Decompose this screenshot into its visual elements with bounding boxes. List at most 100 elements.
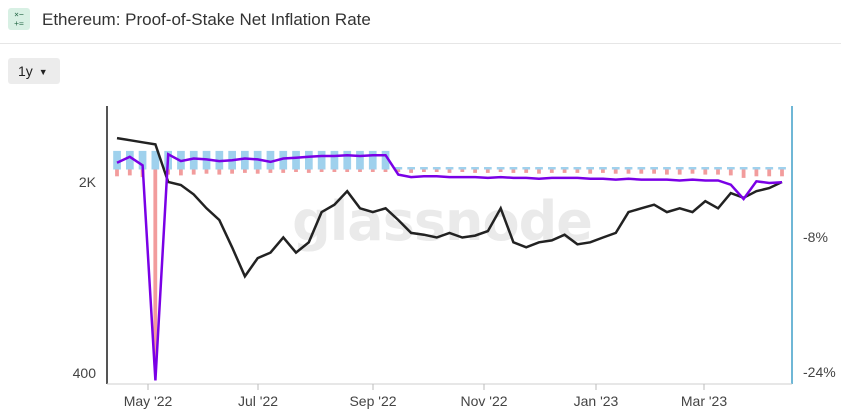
x-tick-label: Nov '22: [460, 393, 507, 409]
burned-bar: [396, 169, 401, 172]
burned-bars: [115, 169, 784, 365]
burned-bar: [319, 169, 324, 172]
burned-bar: [370, 169, 375, 172]
burned-bar: [230, 169, 234, 174]
burned-bar: [268, 169, 273, 173]
burned-bar: [767, 169, 772, 177]
burned-bar: [332, 169, 337, 172]
x-axis-ticks: May '22 Jul '22 Sep '22 Nov '22 Jan '23 Mar '…: [124, 384, 727, 409]
x-tick-label: May '22: [124, 393, 173, 409]
issued-bar: [356, 150, 364, 170]
burned-bar: [422, 169, 426, 172]
burned-bar: [639, 169, 644, 174]
issued-bar: [688, 167, 697, 170]
issued-bar: [586, 167, 594, 170]
x-tick-label: Jul '22: [238, 393, 278, 409]
burned-bar: [728, 169, 733, 176]
price-line: [116, 136, 783, 279]
burned-bar: [383, 169, 388, 172]
right-tick-24: -24%: [803, 364, 836, 380]
issued-bar: [189, 150, 198, 170]
issued-bar: [445, 167, 454, 170]
issued-bar: [637, 167, 646, 170]
burned-bar: [191, 169, 196, 175]
issued-bar: [778, 167, 786, 170]
burned-bar: [665, 169, 669, 175]
burned-bar: [690, 169, 695, 174]
left-tick-2k: 2K: [79, 174, 97, 190]
burned-bar: [498, 169, 503, 172]
burned-bar: [549, 169, 554, 173]
issued-bar: [663, 167, 671, 170]
issued-bar: [241, 150, 249, 170]
issued-bar: [317, 150, 326, 170]
burned-bar: [626, 169, 631, 174]
burned-bar: [179, 169, 183, 176]
watermark-text: glassnode: [292, 190, 592, 253]
issued-bar: [330, 150, 339, 170]
issued-bar: [727, 167, 735, 170]
burned-bar: [780, 169, 784, 177]
right-tick-8: -8%: [803, 229, 828, 245]
issued-bar: [701, 167, 710, 170]
issued-bar: [292, 150, 300, 170]
issued-bar: [458, 167, 467, 170]
burned-bar: [358, 169, 362, 172]
issued-bar: [765, 167, 774, 170]
issued-bar: [522, 167, 531, 170]
issued-bar: [535, 167, 543, 170]
burned-bar: [153, 169, 158, 365]
burned-bar: [716, 169, 720, 175]
burned-bar: [281, 169, 286, 173]
issued-bar: [714, 167, 722, 170]
burned-bar: [217, 169, 222, 175]
burned-bar: [460, 169, 465, 172]
issued-bar: [739, 167, 748, 170]
burned-bar: [652, 169, 656, 174]
issued-bar: [151, 150, 160, 170]
issued-bar: [113, 150, 121, 170]
inflation-line: [116, 152, 783, 381]
burned-bar: [473, 169, 477, 173]
burned-bar: [409, 169, 413, 173]
range-label: 1y: [18, 63, 33, 79]
burned-bar: [447, 169, 452, 173]
issued-bar: [509, 167, 518, 170]
burned-bar: [127, 169, 132, 176]
burned-bar: [537, 169, 541, 174]
issued-bar: [675, 167, 684, 170]
burned-bar: [204, 169, 209, 174]
issued-bar: [624, 167, 633, 170]
burned-bar: [754, 169, 759, 177]
issued-bar: [126, 150, 134, 170]
issued-bar: [138, 150, 147, 170]
issued-bar: [496, 167, 505, 170]
burned-bar: [703, 169, 708, 175]
burned-bar: [345, 169, 350, 172]
issued-bar: [650, 167, 658, 170]
issued-bar: [343, 150, 352, 170]
burned-bar: [434, 169, 439, 172]
burned-bar: [115, 169, 119, 177]
issued-bar: [381, 150, 390, 170]
issued-bar: [407, 167, 415, 170]
issued-bar: [484, 167, 492, 170]
header-bar: ×− += Ethereum: Proof-of-Stake Net Infla…: [0, 0, 841, 44]
burned-bar: [485, 169, 490, 173]
burned-bar: [575, 169, 580, 173]
burned-bar: [562, 169, 567, 173]
formula-icon: ×− +=: [8, 8, 30, 30]
x-tick-label: Sep '22: [349, 393, 396, 409]
issued-bar: [560, 167, 569, 170]
burned-bar: [511, 169, 516, 173]
issued-bar: [266, 150, 275, 170]
burned-bar: [741, 169, 746, 178]
chart-title: Ethereum: Proof-of-Stake Net Inflation R…: [42, 10, 371, 29]
burned-bar: [677, 169, 682, 175]
x-tick-label: Mar '23: [681, 393, 727, 409]
range-dropdown[interactable]: 1y ▼: [8, 58, 60, 84]
left-tick-400: 400: [73, 365, 97, 381]
issued-bar: [471, 167, 479, 170]
issued-bar: [611, 167, 620, 170]
